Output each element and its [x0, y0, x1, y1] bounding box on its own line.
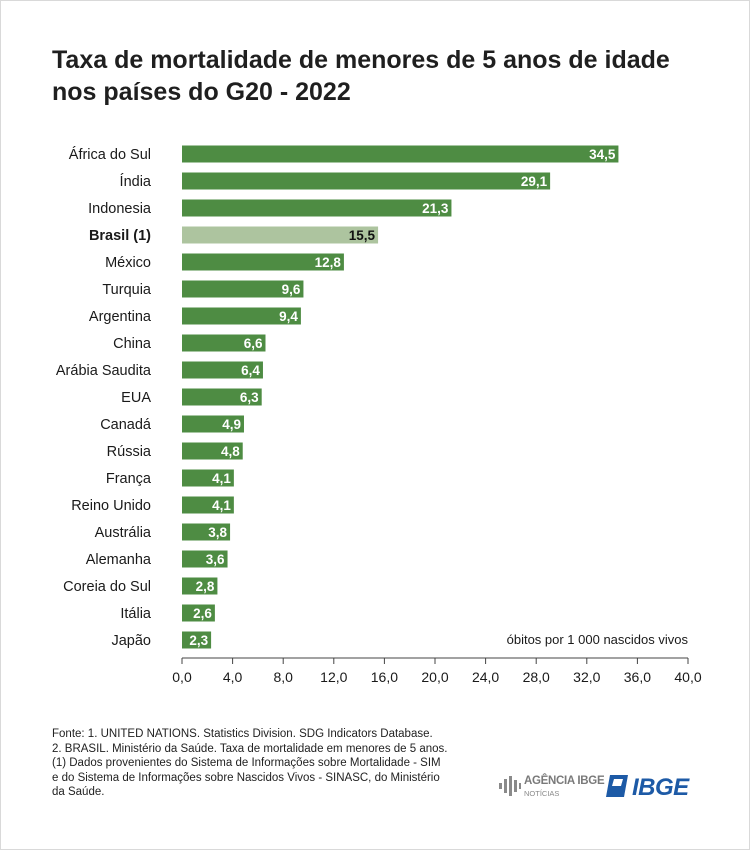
category-label-canada: Canadá [100, 417, 152, 433]
agencia-ibge-logo: AGÊNCIA IBGE NOTÍCIAS [498, 774, 605, 802]
agencia-logo-subtitle: NOTÍCIAS [524, 789, 560, 798]
category-label-japao: Japão [111, 633, 151, 649]
source-note: Fonte: 1. UNITED NATIONS. Statistics Div… [52, 727, 462, 800]
category-label-mexico: México [105, 255, 151, 271]
category-label-indonesia: Indonesia [88, 201, 152, 217]
bar-india [182, 172, 551, 190]
bar-africa-do-sul [182, 145, 619, 163]
bar-coreia-do-sul [182, 577, 218, 595]
value-label-china: 6,6 [244, 336, 263, 351]
bar-arabia-saudita [182, 361, 263, 379]
category-label-turquia: Turquia [102, 282, 152, 298]
x-tick-label: 0,0 [172, 669, 192, 685]
value-label-turquia: 9,6 [282, 282, 301, 297]
category-label-coreia-do-sul: Coreia do Sul [63, 579, 151, 595]
value-label-arabia-saudita: 6,4 [241, 363, 260, 378]
x-tick-label: 16,0 [371, 669, 398, 685]
ibge-logo: IBGE [602, 773, 696, 801]
source-line: e do Sistema de Informações sobre Nascid… [52, 771, 440, 784]
source-line: Fonte: 1. UNITED NATIONS. Statistics Div… [52, 728, 433, 740]
bar-indonesia [182, 199, 452, 217]
category-label-brasil-1: Brasil (1) [89, 228, 151, 244]
bar-reino-unido [182, 496, 234, 514]
category-label-russia: Rússia [107, 444, 152, 460]
x-tick-label: 8,0 [273, 669, 293, 685]
ibge-logo-text: IBGE [632, 774, 689, 801]
bar-canada [182, 415, 244, 433]
agencia-ibge-logo-icon [499, 776, 521, 796]
value-label-reino-unido: 4,1 [212, 498, 231, 513]
bar-franca [182, 469, 234, 487]
category-label-china: China [113, 336, 152, 352]
category-label-australia: Austrália [95, 525, 152, 541]
x-tick-label: 32,0 [573, 669, 600, 685]
value-label-franca: 4,1 [212, 471, 231, 486]
bar-china [182, 334, 266, 352]
category-label-india: Índia [120, 173, 152, 190]
bar-alemanha [182, 550, 228, 568]
bar-eua [182, 388, 262, 406]
category-label-franca: França [106, 471, 152, 487]
x-tick-label: 24,0 [472, 669, 499, 685]
agencia-logo-title: AGÊNCIA IBGE [524, 775, 605, 787]
value-label-alemanha: 3,6 [206, 552, 225, 567]
category-label-italia: Itália [120, 606, 152, 622]
value-label-italia: 2,6 [193, 606, 212, 621]
value-label-canada: 4,9 [222, 417, 241, 432]
chart-title: Taxa de mortalidade de menores de 5 anos… [52, 46, 670, 106]
value-label-india: 29,1 [521, 174, 548, 189]
value-label-brasil-1: 15,5 [349, 228, 376, 243]
source-line: (1) Dados provenientes do Sistema de Inf… [52, 757, 441, 769]
bar-turquia [182, 280, 304, 298]
bar-brasil-1 [182, 226, 379, 244]
value-label-eua: 6,3 [240, 390, 259, 405]
ibge-logo-icon [606, 775, 628, 797]
source-line: da Saúde. [52, 786, 105, 798]
x-tick-label: 40,0 [674, 669, 701, 685]
value-label-russia: 4,8 [221, 444, 240, 459]
category-label-argentina: Argentina [89, 309, 152, 325]
value-label-argentina: 9,4 [279, 309, 298, 324]
value-label-coreia-do-sul: 2,8 [196, 579, 215, 594]
bar-japao [182, 631, 212, 649]
value-label-indonesia: 21,3 [422, 201, 449, 216]
x-tick-label: 20,0 [421, 669, 448, 685]
source-line: 2. BRASIL. Ministério da Saúde. Taxa de … [52, 742, 448, 755]
unit-label: óbitos por 1 000 nascidos vivos [507, 632, 689, 647]
value-label-australia: 3,8 [208, 525, 227, 540]
bar-italia [182, 604, 215, 622]
category-label-arabia-saudita: Arábia Saudita [56, 363, 152, 379]
x-tick-label: 12,0 [320, 669, 347, 685]
category-label-reino-unido: Reino Unido [71, 498, 151, 514]
x-tick-label: 4,0 [223, 669, 243, 685]
value-label-africa-do-sul: 34,5 [589, 147, 616, 162]
bar-russia [182, 442, 243, 460]
bar-mexico [182, 253, 344, 271]
bar-argentina [182, 307, 301, 325]
category-label-eua: EUA [121, 390, 151, 406]
value-label-mexico: 12,8 [315, 255, 342, 270]
bar-chart: África do Sul 34,5 Índia 29,1 Indonesia 21,3 B… [56, 145, 702, 685]
x-tick-label: 36,0 [624, 669, 651, 685]
category-label-alemanha: Alemanha [86, 552, 152, 568]
category-label-africa-do-sul: África do Sul [69, 146, 151, 163]
bar-australia [182, 523, 231, 541]
x-tick-label: 28,0 [523, 669, 550, 685]
value-label-japao: 2,3 [189, 633, 208, 648]
